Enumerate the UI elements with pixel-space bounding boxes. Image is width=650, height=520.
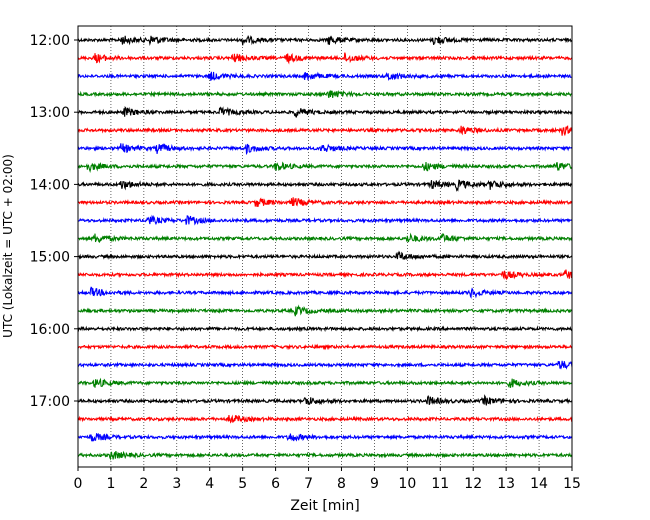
- trace-line: [77, 161, 573, 174]
- y-axis-ticks: 12:00 13:00 14:00 15:00 16:00 17:00: [30, 33, 78, 410]
- x-tick-label: 0: [74, 476, 83, 492]
- x-tick-label: 11: [431, 476, 449, 492]
- y-tick-label: 12:00: [30, 33, 70, 49]
- trace-line: [77, 325, 573, 333]
- trace-line: [77, 286, 573, 299]
- trace-line: [77, 394, 573, 406]
- trace-line: [77, 89, 573, 99]
- trace-line: [77, 343, 573, 351]
- x-axis-label: Zeit [min]: [290, 498, 359, 514]
- trace-line: [77, 143, 573, 156]
- x-tick-label: 2: [139, 476, 148, 492]
- x-tick-label: 5: [238, 476, 247, 492]
- y-tick-label: 13:00: [30, 105, 70, 121]
- x-tick-label: 9: [370, 476, 379, 492]
- trace-line: [77, 214, 573, 226]
- trace-line: [77, 304, 573, 317]
- trace-line: [77, 179, 573, 192]
- trace-line: [77, 105, 573, 118]
- trace-line: [77, 52, 573, 65]
- plot-background: [78, 26, 572, 467]
- y-tick-label: 15:00: [30, 250, 70, 266]
- trace-line: [77, 269, 573, 281]
- y-tick-label: 14:00: [30, 177, 70, 193]
- x-tick-label: 13: [497, 476, 515, 492]
- trace-line: [77, 414, 573, 424]
- trace-line: [77, 71, 573, 81]
- trace-line: [77, 125, 573, 137]
- x-tick-label: 10: [398, 476, 416, 492]
- x-tick-label: 3: [172, 476, 181, 492]
- y-tick-label: 16:00: [30, 322, 70, 338]
- trace-line: [77, 250, 573, 261]
- trace-line: [77, 35, 573, 46]
- trace-line: [77, 450, 573, 461]
- trace-line: [77, 377, 573, 389]
- trace-line: [77, 197, 573, 207]
- x-tick-label: 12: [464, 476, 482, 492]
- x-tick-label: 1: [106, 476, 115, 492]
- x-tick-label: 7: [304, 476, 313, 492]
- x-tick-label: 6: [271, 476, 280, 492]
- trace-line: [77, 360, 573, 370]
- x-tick-label: 4: [205, 476, 214, 492]
- y-axis-label: UTC (Lokalzeit = UTC + 02:00): [1, 154, 15, 338]
- y-tick-label: 17:00: [30, 394, 70, 410]
- trace-line: [77, 432, 573, 442]
- trace-line: [77, 232, 573, 243]
- x-tick-label: 15: [563, 476, 581, 492]
- seismic-traces: [77, 35, 573, 461]
- x-axis-ticks: 0 1 2 3 4 5 6 7 8 9 10 11 12 13 14 15: [74, 467, 581, 492]
- plot-frame: [77, 25, 573, 468]
- x-tick-label: 8: [337, 476, 346, 492]
- x-tick-label: 14: [530, 476, 548, 492]
